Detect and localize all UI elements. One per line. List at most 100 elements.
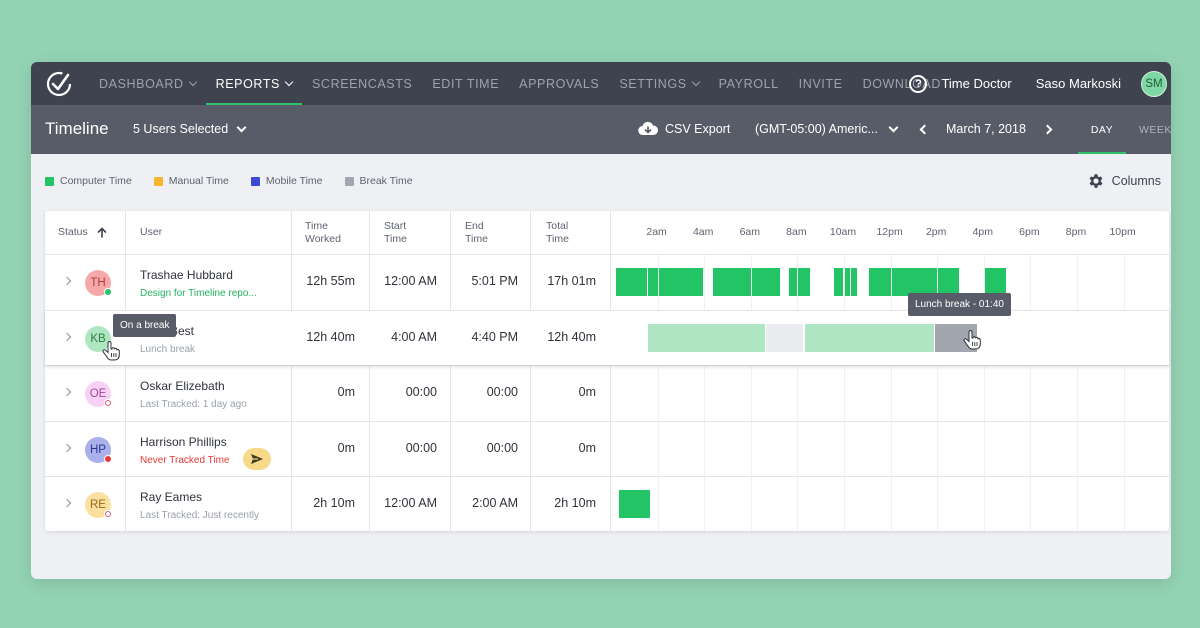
nav-item-approvals[interactable]: APPROVALS <box>509 62 609 105</box>
column-divider <box>530 211 531 531</box>
time-doctor-logo-icon[interactable] <box>44 68 74 98</box>
total-time: 12h 40m <box>547 329 596 344</box>
help-icon[interactable]: ? <box>909 74 928 93</box>
timeline-segment-computer[interactable] <box>851 268 857 296</box>
chevron-down-icon <box>284 77 294 86</box>
timeline-segment-computer[interactable] <box>789 268 811 296</box>
legend-swatch <box>153 176 163 186</box>
nav-item-label: PAYROLL <box>718 76 779 91</box>
user-avatar[interactable]: SM <box>1141 70 1167 97</box>
end-time: 00:00 <box>486 440 518 455</box>
on-break-tooltip: On a break <box>113 314 177 337</box>
hand-cursor-icon <box>963 330 981 350</box>
timeline-segment-computer-light[interactable] <box>648 323 765 352</box>
current-date[interactable]: March 7, 2018 <box>946 122 1026 136</box>
table-row[interactable]: RE Ray Eames Last Tracked: Just recently 2h… <box>45 476 1169 531</box>
hour-tick-label: 4am <box>692 226 714 238</box>
chevron-right-icon[interactable] <box>62 276 72 286</box>
chevron-left-icon[interactable] <box>919 124 930 134</box>
chevron-right-icon[interactable] <box>62 443 72 452</box>
timeline-segment-computer[interactable] <box>868 268 960 296</box>
nav-item-label: SETTINGS <box>619 76 687 91</box>
user-name[interactable]: Ray Eames <box>140 490 203 504</box>
user-name[interactable]: Harrison Phillips <box>140 434 227 449</box>
nav-item-reports[interactable]: REPORTS <box>205 62 303 105</box>
table-row[interactable]: HP Harrison Phillips Never Tracked Time 0m 0… <box>45 420 1169 476</box>
timeline-segment-computer[interactable] <box>712 268 781 296</box>
hour-tick-label: 12pm <box>876 226 903 238</box>
user-status-text: Last Tracked: Just recently <box>140 510 259 521</box>
nav-item-settings[interactable]: SETTINGS <box>609 62 708 105</box>
legend-swatch <box>250 176 260 186</box>
header-total-time[interactable]: Total Time <box>546 211 569 254</box>
nav-item-dashboard[interactable]: DASHBOARD <box>89 62 206 105</box>
user-status-text: Design for Timeline repo... <box>140 288 257 299</box>
hour-gridline <box>1123 254 1125 531</box>
user-name[interactable]: Trashae Hubbard <box>140 268 233 282</box>
user-avatar[interactable]: TH <box>85 270 112 296</box>
avatar-initials: OE <box>89 388 107 400</box>
column-divider <box>369 211 370 531</box>
timeline-segment-computer[interactable] <box>833 268 843 296</box>
time-worked: 12h 40m <box>306 329 355 344</box>
status-dot <box>104 399 112 407</box>
user-status-text: Lunch break <box>140 343 196 355</box>
table-row[interactable]: TH Trashae Hubbard Design for Timeline rep… <box>45 254 1169 309</box>
legend-item: Computer Time <box>45 175 132 187</box>
nav-item-screencasts[interactable]: SCREENCASTS <box>302 62 422 105</box>
timeline-segment-computer[interactable] <box>844 268 850 296</box>
hour-tick-label: 2pm <box>925 226 947 238</box>
csv-export-button[interactable]: CSV Export <box>638 121 730 136</box>
hour-gridline <box>937 254 939 531</box>
tab-week[interactable]: WEEK <box>1139 105 1171 154</box>
user-name[interactable]: Oskar Elizebath <box>140 379 225 393</box>
total-time: 0m <box>578 440 596 455</box>
hour-gridline <box>750 254 752 531</box>
header-end-time[interactable]: End Time <box>465 211 488 254</box>
chevron-right-icon[interactable] <box>1042 124 1053 134</box>
user-avatar[interactable]: KB <box>85 325 111 352</box>
timeline-segment-computer[interactable] <box>619 490 650 518</box>
user-avatar[interactable]: OE <box>85 381 112 407</box>
columns-button[interactable]: Columns <box>1087 172 1161 190</box>
header-status[interactable]: Status <box>58 211 107 254</box>
hour-tick-label: 10am <box>829 226 857 238</box>
table-row[interactable]: OE Oskar Elizebath Last Tracked: 1 day ago… <box>45 365 1169 420</box>
nav-item-invite[interactable]: INVITE <box>789 62 853 105</box>
avatar-initials: TH <box>90 277 106 289</box>
timeline-segment-idle[interactable] <box>766 323 804 352</box>
nav-item-edit-time[interactable]: EDIT TIME <box>422 62 509 105</box>
timeline-segment-computer-light[interactable] <box>804 323 934 352</box>
user-avatar[interactable]: RE <box>85 492 112 518</box>
tab-day[interactable]: DAY <box>1078 105 1126 154</box>
timeline-segment-computer[interactable] <box>648 268 704 296</box>
start-time: 00:00 <box>405 440 437 455</box>
legend: Computer Time Manual Time Mobile Time Break… <box>45 175 435 187</box>
header-user[interactable]: User <box>140 226 163 238</box>
nav-item-payroll[interactable]: PAYROLL <box>709 62 789 105</box>
nav-item-label: APPROVALS <box>519 76 600 91</box>
user-name[interactable]: Saso Markoski <box>1035 76 1121 91</box>
chevron-right-icon[interactable] <box>62 387 72 397</box>
users-select-dropdown[interactable]: 5 Users Selected <box>133 122 247 136</box>
hour-tick-label: 10pm <box>1109 226 1136 238</box>
legend-item: Break Time <box>344 175 413 187</box>
status-dot <box>104 288 112 296</box>
company-name[interactable]: Time Doctor <box>941 76 1012 91</box>
legend-swatch <box>344 176 354 186</box>
timezone-dropdown[interactable]: (GMT-05:00) Americ... <box>755 122 899 136</box>
start-time: 00:00 <box>405 385 437 399</box>
user-avatar[interactable]: HP <box>85 436 112 463</box>
header-time-worked[interactable]: Time Worked <box>305 211 341 254</box>
chevron-right-icon[interactable] <box>62 332 72 341</box>
nav-item-label: DASHBOARD <box>99 76 184 91</box>
send-invite-button[interactable] <box>243 447 271 470</box>
end-time: 5:01 PM <box>471 274 518 288</box>
chevron-right-icon[interactable] <box>62 498 72 508</box>
timeline-segment-computer[interactable] <box>983 268 1007 296</box>
hour-gridline <box>1030 254 1032 531</box>
timeline-segment-computer[interactable] <box>615 268 648 296</box>
column-divider <box>450 211 451 531</box>
header-start-time[interactable]: Start Time <box>384 211 407 254</box>
